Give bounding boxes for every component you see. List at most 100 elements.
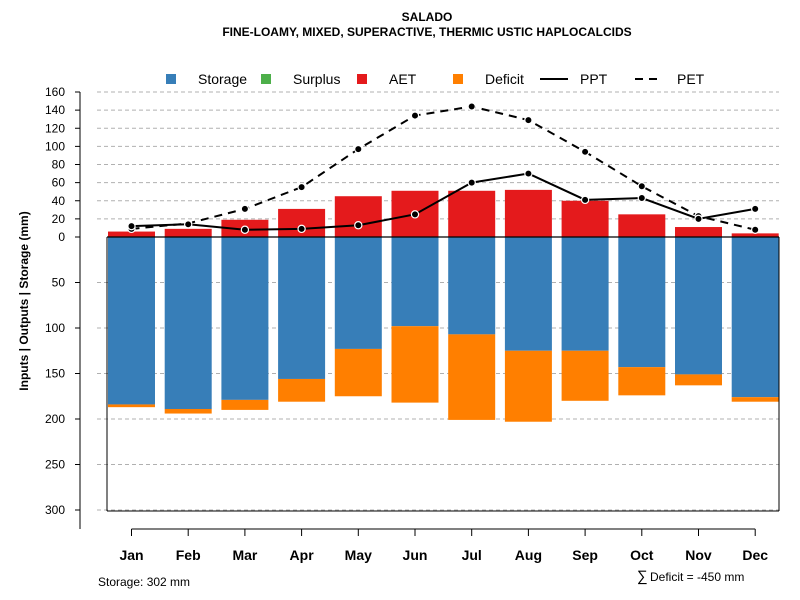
y-tick-label: 140 (45, 103, 65, 117)
deficit-bar (504, 350, 552, 422)
ppt-point (297, 224, 306, 234)
aet-bar (108, 231, 155, 237)
x-tick-label: Mar (232, 547, 257, 563)
x-tick-label: Oct (630, 547, 654, 563)
legend: Storage Surplus AET Deficit PPT PET (166, 71, 705, 87)
storage-bar (334, 237, 382, 349)
deficit-bar (448, 334, 496, 420)
storage-bar (391, 237, 439, 327)
aet-bar (731, 233, 779, 237)
x-tick-label: Feb (176, 547, 201, 563)
storage-bar (278, 237, 326, 379)
y-tick-label: 20 (52, 212, 66, 226)
bars (108, 189, 779, 422)
chart-subtitle: FINE-LOAMY, MIXED, SUPERACTIVE, THERMIC … (222, 25, 631, 39)
ppt-point (354, 221, 363, 230)
y-tick-label: 100 (45, 139, 65, 153)
storage-bar (108, 237, 155, 405)
x-tick-label: Jul (462, 547, 482, 563)
storage-note: Storage: 302 mm (98, 575, 190, 589)
storage-bar (561, 237, 609, 351)
aet-bar (334, 196, 382, 237)
pet-point (751, 225, 760, 234)
ppt-point (524, 169, 533, 178)
deficit-bar (278, 378, 326, 402)
deficit-bar (618, 367, 666, 396)
deficit-bar (675, 374, 722, 386)
pet-point (410, 111, 420, 120)
x-tick-label: Nov (685, 547, 712, 563)
legend-swatch-storage (166, 74, 176, 84)
aet-bar (675, 227, 722, 237)
legend-label-storage: Storage (198, 71, 247, 87)
y-tick-label: 50 (52, 276, 66, 290)
ppt-line (131, 172, 756, 231)
deficit-bar (731, 397, 779, 402)
y-tick-label: 200 (45, 412, 65, 426)
legend-label-ppt: PPT (580, 71, 608, 87)
y-tick-label: 40 (52, 194, 66, 208)
storage-bar (221, 237, 269, 400)
pet-point (240, 204, 250, 214)
y-tick-label: 300 (45, 503, 65, 517)
pet-point (637, 182, 647, 191)
ppt-point (751, 204, 760, 214)
ppt-point (580, 195, 590, 205)
pet-point (354, 144, 363, 154)
series-lines (127, 102, 760, 234)
storage-bar (448, 237, 496, 335)
storage-bar (675, 237, 722, 375)
deficit-bar (391, 326, 439, 403)
deficit-note: Deficit = -450 mm (650, 570, 744, 584)
legend-label-pet: PET (677, 71, 705, 87)
legend-swatch-aet (357, 74, 367, 84)
x-tick-label: Jan (119, 547, 143, 563)
y-tick-label: 0 (58, 230, 65, 244)
pet-point (524, 115, 533, 125)
legend-label-deficit: Deficit (485, 71, 524, 87)
pet-point (467, 102, 476, 111)
deficit-bar (108, 404, 155, 408)
legend-swatch-surplus (261, 74, 271, 84)
storage-bar (164, 237, 212, 409)
ppt-point (240, 225, 250, 234)
legend-label-surplus: Surplus (293, 71, 340, 87)
y-tick-label: 160 (45, 85, 65, 99)
y-tick-label: 120 (45, 121, 65, 135)
y-axis-label: Inputs | Outputs | Storage (mm) (17, 211, 31, 390)
y-tick-label: 80 (52, 158, 66, 172)
legend-label-aet: AET (389, 71, 417, 87)
axes: 0 20 40 60 80 100 120 140 160 50 100 150 200 250 300 Ja… (45, 85, 780, 563)
aet-bar (561, 200, 609, 237)
ppt-point (694, 214, 703, 224)
ppt-point (183, 220, 193, 229)
deficit-bar (334, 348, 382, 397)
chart-title: SALADO (402, 10, 453, 24)
ppt-point (410, 210, 420, 219)
pet-point (297, 182, 306, 192)
y-tick-label: 250 (45, 458, 65, 472)
aet-bar (504, 189, 552, 237)
ppt-point (637, 193, 647, 203)
storage-bar (731, 237, 779, 398)
storage-bar (618, 237, 666, 368)
legend-swatch-deficit (453, 74, 463, 84)
x-tick-label: Jun (403, 547, 428, 563)
x-tick-label: Sep (572, 547, 598, 563)
deficit-bar (561, 350, 609, 401)
x-tick-label: May (345, 547, 372, 563)
x-tick-label: Aug (515, 547, 542, 563)
y-tick-label: 150 (45, 367, 65, 381)
pet-line (131, 105, 756, 231)
y-tick-label: 100 (45, 321, 65, 335)
x-tick-label: Apr (290, 547, 315, 563)
x-tick-label: Dec (742, 547, 768, 563)
sigma-symbol: ∑ (637, 568, 648, 585)
aet-bar (448, 190, 496, 237)
aet-bar (164, 228, 212, 237)
ppt-point (127, 221, 136, 231)
ppt-point (467, 178, 476, 187)
deficit-bar (221, 399, 269, 410)
storage-bar (504, 237, 552, 351)
